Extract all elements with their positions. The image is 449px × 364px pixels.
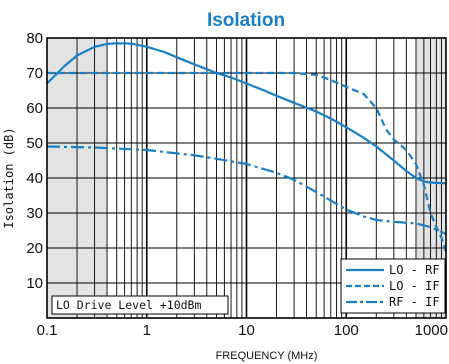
legend: LO - RF LO - IF RF - IF — [340, 258, 446, 314]
plot-frame — [46, 37, 447, 319]
y-tick-label: 30 — [26, 205, 43, 222]
y-tick-label: 10 — [26, 275, 43, 292]
series-line-lo-if — [47, 71, 448, 252]
tick-labels: 10 20 30 40 50 60 70 80 0.1 1 10 100 1000 — [26, 30, 448, 339]
series-lines — [46, 42, 448, 252]
y-tick-label: 70 — [26, 65, 43, 82]
y-tick-label: 20 — [26, 240, 43, 257]
x-tick-label: 1 — [143, 322, 151, 339]
chart-title: Isolation — [207, 10, 285, 31]
y-axis-label: Isolation (dB) — [2, 127, 16, 228]
drive-level-note: LO Drive Level +10dBm — [51, 295, 229, 315]
x-tick-label: 0.1 — [37, 322, 58, 339]
x-tick-label: 100 — [334, 322, 359, 339]
series-line-rf-if — [46, 145, 447, 236]
x-tick-label: 1000 — [415, 322, 448, 339]
legend-label: LO - RF — [389, 263, 440, 277]
legend-label: LO - IF — [389, 279, 440, 293]
y-tick-label: 40 — [26, 170, 43, 187]
drive-level-text: LO Drive Level +10dBm — [56, 298, 201, 312]
drive-level-box — [51, 295, 229, 315]
y-tick-label: 80 — [26, 30, 43, 47]
y-tick-label: 50 — [26, 135, 43, 152]
x-axis-label: FREQUENCY (MHz) — [216, 350, 318, 362]
legend-label: RF - IF — [389, 295, 440, 309]
x-tick-label: 10 — [238, 322, 255, 339]
series-line-lo-rf — [46, 42, 447, 185]
y-tick-label: 60 — [26, 100, 43, 117]
